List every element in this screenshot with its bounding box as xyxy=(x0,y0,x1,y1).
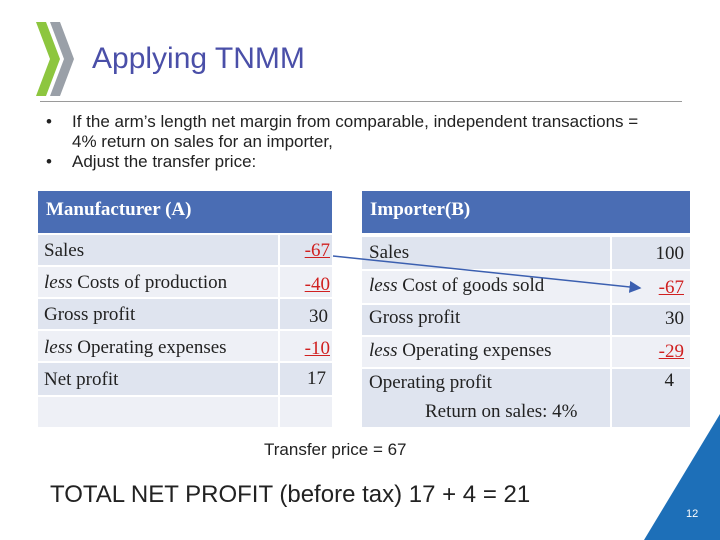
bullet-symbol: • xyxy=(46,112,52,131)
importer-header: Importer(B) xyxy=(362,191,690,233)
row-value: -10 xyxy=(304,338,330,359)
row-value: -67 xyxy=(304,240,330,261)
bullet-item: • If the arm’s length net margin from co… xyxy=(46,112,666,152)
table-row xyxy=(38,331,278,361)
page-title: Applying TNMM xyxy=(92,42,305,75)
row-value: -29 xyxy=(658,341,684,362)
row-value: 30 xyxy=(665,308,684,329)
bullet-item: • Adjust the transfer price: xyxy=(46,152,666,172)
table-row xyxy=(612,337,690,367)
table-row xyxy=(38,235,278,265)
table-row xyxy=(280,267,332,297)
row-value: 100 xyxy=(655,243,685,264)
row-label: less Operating expenses xyxy=(44,337,227,358)
row-value: 30 xyxy=(309,306,328,327)
table-row xyxy=(280,331,332,361)
transfer-price: Transfer price = 67 xyxy=(264,440,407,459)
return-on-sales: Return on sales: 4% xyxy=(425,401,578,422)
row-label: Operating profit xyxy=(369,372,492,393)
table-row xyxy=(38,267,278,297)
row-value: -67 xyxy=(658,277,684,298)
table-row xyxy=(612,237,690,269)
table-row xyxy=(362,337,610,367)
row-label: less Costs of production xyxy=(44,272,228,293)
table-row xyxy=(280,397,332,427)
row-label: Gross profit xyxy=(369,307,461,328)
bullet-list: • If the arm’s length net margin from co… xyxy=(46,112,666,172)
table-row xyxy=(280,235,332,265)
bullet-text: If the arm’s length net margin from comp… xyxy=(72,112,639,151)
row-value: -40 xyxy=(304,274,330,295)
table-row xyxy=(280,363,332,395)
row-label: less Cost of goods sold xyxy=(369,275,545,296)
table-row xyxy=(38,299,278,329)
bullet-text: Adjust the transfer price: xyxy=(72,152,257,171)
row-value: 4 xyxy=(664,370,675,391)
table-row xyxy=(38,363,278,395)
page-number: 12 xyxy=(686,508,699,520)
row-label: Sales xyxy=(369,242,410,263)
table-row xyxy=(362,271,610,303)
table-row xyxy=(362,369,610,427)
row-label: less Operating expenses xyxy=(369,340,552,361)
row-label: Sales xyxy=(44,240,85,261)
row-label: Net profit xyxy=(44,369,119,390)
row-label: Gross profit xyxy=(44,304,136,325)
table-row xyxy=(612,369,690,427)
oecd-logo-icon xyxy=(36,22,74,96)
title-divider xyxy=(40,101,682,102)
manufacturer-header: Manufacturer (A) xyxy=(38,191,332,233)
corner-decoration-icon xyxy=(644,414,720,540)
table-row xyxy=(612,305,690,335)
row-value: 17 xyxy=(307,368,326,389)
table-row xyxy=(38,397,278,427)
bullet-symbol: • xyxy=(46,152,52,171)
table-row xyxy=(280,299,332,329)
total-net-profit: TOTAL NET PROFIT (before tax) 17 + 4 = 2… xyxy=(50,481,531,508)
table-row xyxy=(362,305,610,335)
